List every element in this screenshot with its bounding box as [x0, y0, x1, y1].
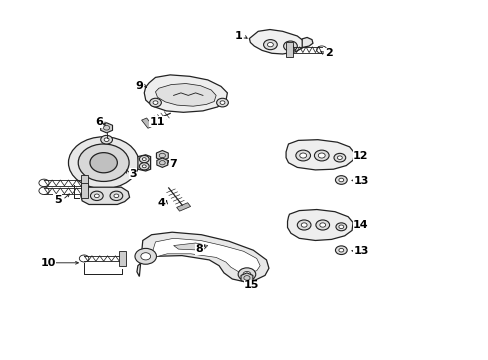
Text: 5: 5: [54, 195, 61, 205]
Circle shape: [139, 156, 149, 163]
Circle shape: [335, 176, 346, 184]
Polygon shape: [138, 155, 150, 171]
Text: 13: 13: [352, 176, 368, 186]
Text: 4: 4: [157, 198, 165, 208]
Text: 9: 9: [135, 81, 143, 91]
Circle shape: [101, 135, 112, 144]
Text: 6: 6: [95, 117, 102, 127]
Circle shape: [90, 191, 103, 201]
Polygon shape: [137, 232, 268, 282]
Circle shape: [297, 220, 310, 230]
Polygon shape: [144, 75, 227, 112]
Circle shape: [337, 156, 342, 159]
Circle shape: [110, 191, 122, 201]
Circle shape: [335, 246, 346, 255]
Text: 3: 3: [129, 168, 137, 179]
Circle shape: [263, 40, 277, 50]
Circle shape: [314, 150, 328, 161]
Polygon shape: [101, 123, 112, 133]
Polygon shape: [176, 203, 190, 211]
Text: 11: 11: [149, 117, 165, 127]
Circle shape: [90, 153, 117, 173]
Circle shape: [287, 44, 293, 48]
Polygon shape: [156, 150, 168, 161]
Polygon shape: [142, 118, 153, 128]
Polygon shape: [149, 238, 260, 273]
Text: 15: 15: [244, 280, 259, 290]
Polygon shape: [287, 210, 352, 240]
Circle shape: [319, 223, 325, 227]
Polygon shape: [157, 158, 167, 167]
Circle shape: [238, 268, 255, 281]
Circle shape: [315, 220, 329, 230]
Circle shape: [318, 153, 325, 158]
Circle shape: [149, 98, 161, 107]
Polygon shape: [241, 273, 252, 283]
Polygon shape: [302, 37, 312, 48]
Text: 14: 14: [352, 220, 368, 230]
Circle shape: [338, 225, 343, 229]
Circle shape: [94, 194, 99, 198]
Polygon shape: [286, 42, 293, 57]
Circle shape: [301, 223, 306, 227]
Polygon shape: [173, 243, 207, 250]
Polygon shape: [81, 187, 129, 204]
Circle shape: [135, 248, 156, 264]
Circle shape: [220, 101, 224, 104]
Polygon shape: [119, 251, 126, 266]
Text: 2: 2: [324, 48, 332, 58]
Circle shape: [216, 98, 228, 107]
Circle shape: [335, 223, 346, 231]
Polygon shape: [81, 175, 87, 190]
Text: 1: 1: [234, 31, 242, 41]
Circle shape: [78, 144, 129, 181]
Circle shape: [243, 271, 250, 277]
Circle shape: [104, 138, 109, 141]
Circle shape: [338, 178, 343, 182]
Polygon shape: [81, 183, 87, 198]
Circle shape: [114, 194, 119, 198]
Text: 10: 10: [40, 258, 56, 268]
Circle shape: [68, 137, 139, 189]
Circle shape: [142, 165, 146, 168]
Text: 7: 7: [169, 159, 177, 169]
Circle shape: [333, 153, 345, 162]
Polygon shape: [155, 84, 216, 106]
Circle shape: [153, 101, 158, 104]
Circle shape: [338, 248, 343, 252]
Circle shape: [295, 150, 310, 161]
Circle shape: [299, 153, 306, 158]
Polygon shape: [285, 140, 354, 170]
Text: 13: 13: [352, 246, 368, 256]
Circle shape: [142, 158, 146, 161]
Circle shape: [267, 42, 273, 47]
Polygon shape: [249, 30, 304, 54]
Circle shape: [139, 163, 149, 170]
Circle shape: [283, 41, 297, 51]
Text: 12: 12: [352, 150, 368, 161]
Circle shape: [141, 253, 150, 260]
Text: 8: 8: [195, 244, 203, 254]
